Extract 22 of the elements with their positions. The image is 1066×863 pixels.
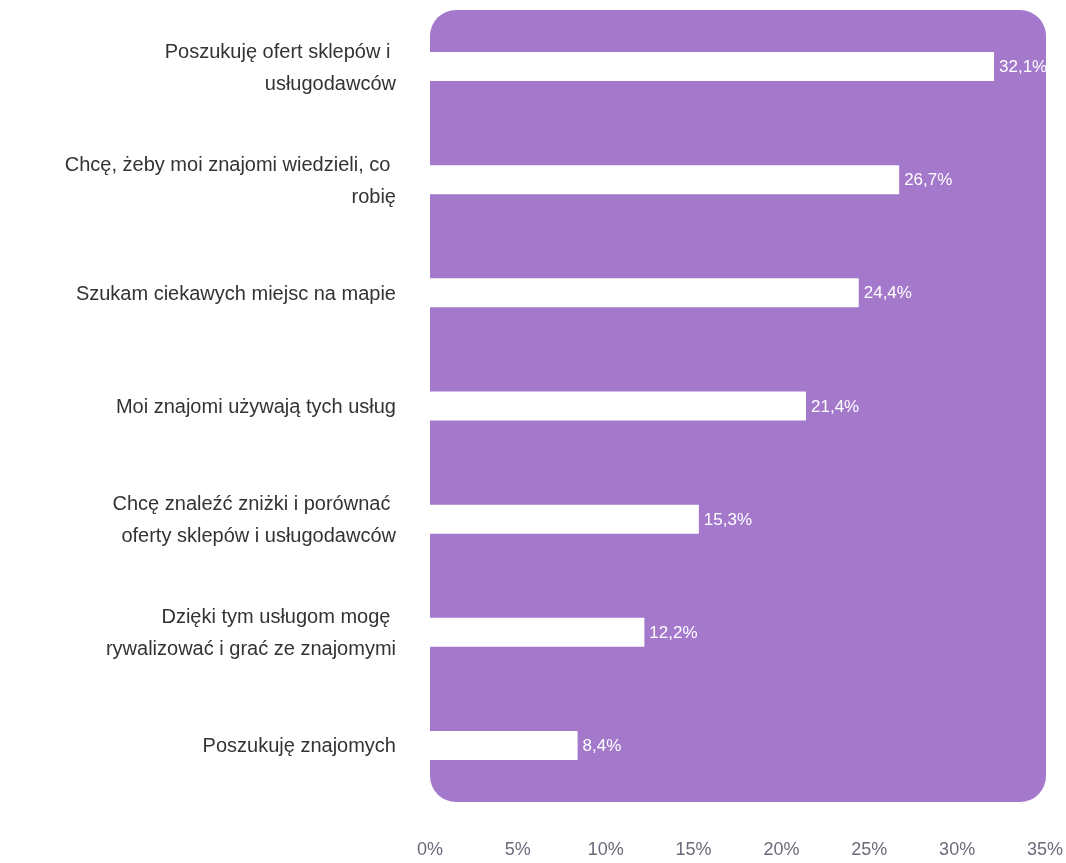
x-tick-label: 30% [939,839,976,859]
y-tick-label: Moi znajomi używają tych usług [115,395,396,417]
data-label: 12,2% [649,622,698,642]
x-tick-label: 35% [1026,839,1063,859]
y-tick-label: Chcę, żeby moi znajomi wiedzieli, co robię [64,152,396,207]
x-tick-label: 15% [675,839,712,859]
data-label: 21,4% [811,396,860,416]
data-label: 26,7% [904,170,953,190]
y-tick-label: Poszukuję znajomych [202,734,396,757]
x-tick-label: 20% [763,839,800,859]
data-label: 24,4% [863,283,912,303]
data-label: 15,3% [703,509,753,529]
x-tick-label: 0% [416,839,444,859]
y-tick-label: Poszukuję ofert sklepów i usługodawców [164,39,397,94]
data-label: 8,4% [582,735,622,755]
y-tick-label: Szukam ciekawych miejsc na mapie [75,281,396,304]
y-tick-label: Dzięki tym usługom mogę rywalizować i grać ze znajomymi [105,605,396,660]
y-tick-label: Chcę znaleźć zniżki i porównać oferty sklepów i usługodawców [112,492,397,547]
x-tick-label: 25% [851,839,888,859]
data-label: 32,1% [999,57,1048,77]
x-tick-label: 5% [504,839,531,859]
x-tick-label: 10% [587,839,624,859]
